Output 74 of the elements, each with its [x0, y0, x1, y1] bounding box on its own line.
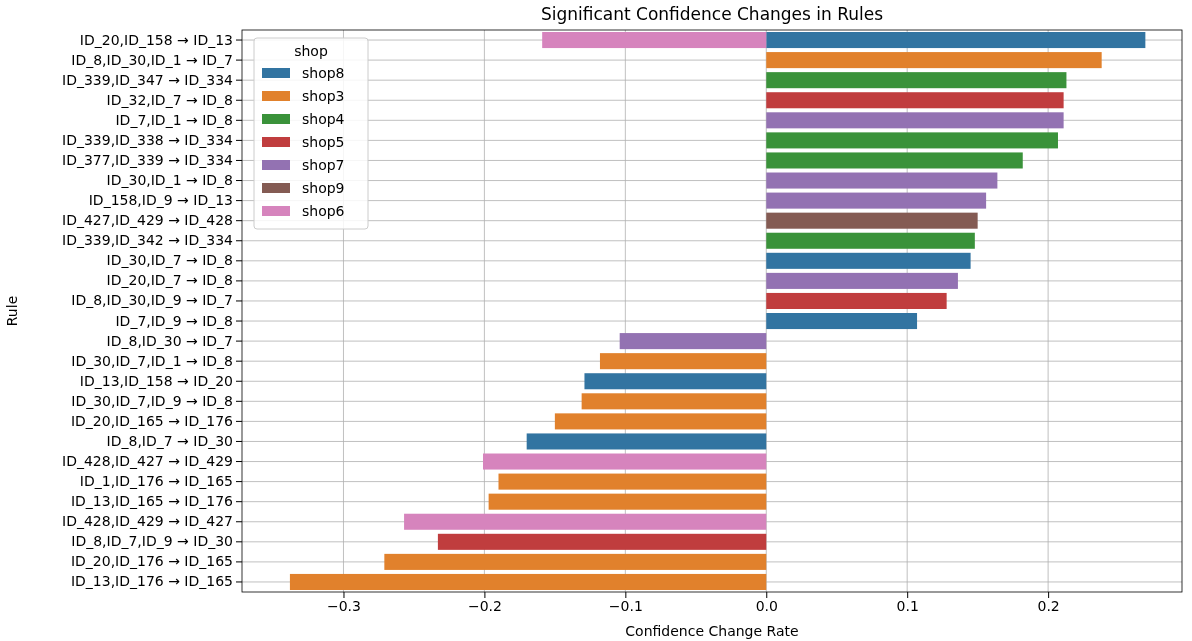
y-tick-label: ID_158,ID_9 → ID_13 [88, 192, 233, 209]
y-tick-label: ID_30,ID_7,ID_1 → ID_8 [71, 352, 233, 369]
bar [404, 513, 767, 530]
y-tick-label: ID_20,ID_158 → ID_13 [79, 31, 233, 48]
bar [498, 473, 767, 490]
y-tick-label: ID_30,ID_7 → ID_8 [106, 252, 233, 269]
y-axis-title: Rule [4, 295, 20, 327]
bar [766, 232, 975, 249]
bar [619, 333, 767, 350]
bar [766, 192, 987, 209]
y-tick-label: ID_20,ID_7 → ID_8 [106, 272, 233, 289]
y-tick-label: ID_13,ID_158 → ID_20 [79, 372, 233, 389]
x-axis-title: Confidence Change Rate [625, 623, 799, 639]
y-tick-label: ID_30,ID_1 → ID_8 [106, 172, 233, 189]
bar [581, 393, 767, 410]
bar [526, 433, 767, 450]
y-tick-label: ID_428,ID_427 → ID_429 [62, 453, 233, 470]
y-tick-label: ID_8,ID_30 → ID_7 [106, 332, 233, 349]
bar [766, 272, 958, 289]
y-tick-label: ID_339,ID_338 → ID_334 [62, 131, 234, 148]
bar [482, 453, 767, 470]
bar [766, 292, 947, 309]
bar [766, 172, 998, 189]
x-tick-label: 0.1 [896, 597, 919, 614]
y-tick-label: ID_8,ID_7 → ID_30 [106, 432, 233, 449]
x-tick-label: −0.1 [608, 597, 643, 614]
y-tick-label: ID_30,ID_7,ID_9 → ID_8 [71, 392, 233, 409]
bar [766, 252, 971, 269]
y-tick-label: ID_339,ID_347 → ID_334 [62, 71, 234, 88]
legend-label: shop7 [302, 157, 345, 173]
bar [766, 313, 918, 330]
y-tick-label: ID_377,ID_339 → ID_334 [62, 151, 234, 168]
legend-title: shop [294, 43, 328, 59]
chart-title: Significant Confidence Changes in Rules [540, 4, 884, 24]
bar [599, 353, 767, 370]
y-tick-label: ID_20,ID_176 → ID_165 [70, 553, 233, 570]
legend-label: shop5 [302, 134, 345, 150]
bar [384, 553, 767, 570]
bar [766, 52, 1102, 69]
x-tick-label: −0.2 [467, 597, 502, 614]
y-tick-label: ID_32,ID_7 → ID_8 [106, 91, 233, 108]
bar [766, 32, 1146, 49]
legend-label: shop6 [302, 203, 345, 219]
bar [584, 373, 767, 390]
y-tick-label: ID_8,ID_30,ID_9 → ID_7 [71, 292, 233, 309]
y-tick-label: ID_339,ID_342 → ID_334 [62, 232, 234, 249]
legend-label: shop8 [302, 65, 345, 81]
bar [554, 413, 767, 430]
x-tick-label: 0.2 [1037, 597, 1060, 614]
bar [437, 533, 767, 550]
y-tick-label: ID_427,ID_429 → ID_428 [62, 212, 233, 229]
bar [766, 132, 1058, 149]
legend-label: shop3 [302, 88, 345, 104]
y-tick-label: ID_428,ID_429 → ID_427 [62, 513, 233, 530]
bar [766, 112, 1064, 129]
y-tick-label: ID_8,ID_7,ID_9 → ID_30 [71, 533, 233, 550]
y-tick-label: ID_20,ID_165 → ID_176 [70, 412, 234, 429]
legend-label: shop9 [302, 180, 345, 196]
bar [289, 573, 767, 590]
x-tick-label: 0.0 [755, 597, 778, 614]
bar [766, 212, 978, 229]
bar [766, 92, 1064, 109]
bar [488, 493, 767, 510]
y-tick-label: ID_8,ID_30,ID_1 → ID_7 [71, 51, 233, 68]
legend-label: shop4 [302, 111, 345, 127]
y-tick-label: ID_1,ID_176 → ID_165 [79, 473, 233, 490]
y-tick-label: ID_7,ID_1 → ID_8 [115, 111, 233, 128]
y-tick-label: ID_7,ID_9 → ID_8 [115, 312, 233, 329]
bar [766, 72, 1067, 89]
bar [766, 152, 1023, 169]
y-tick-label: ID_13,ID_165 → ID_176 [70, 493, 234, 510]
bar [542, 32, 767, 49]
y-tick-label: ID_13,ID_176 → ID_165 [70, 573, 233, 590]
x-tick-label: −0.3 [326, 597, 361, 614]
